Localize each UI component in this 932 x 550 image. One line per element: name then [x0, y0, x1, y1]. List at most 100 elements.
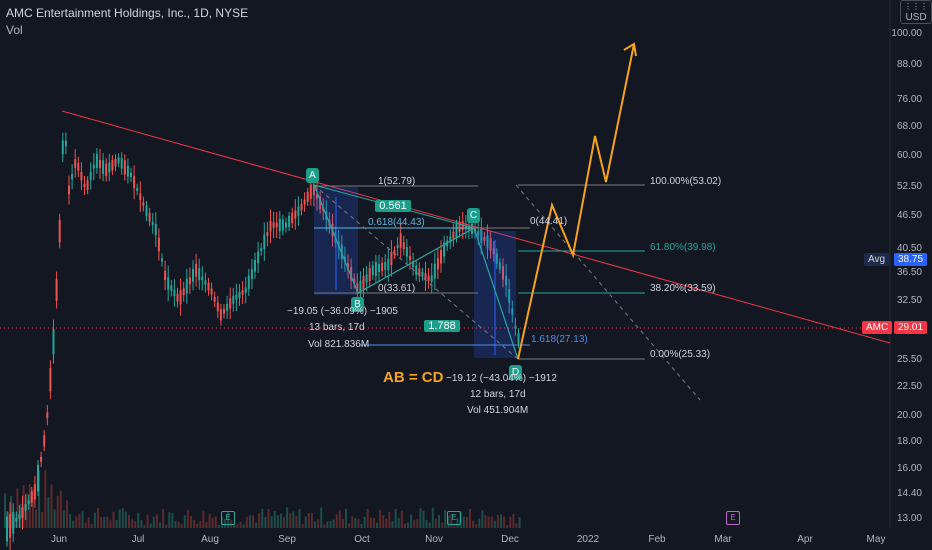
candle — [188, 277, 191, 285]
volume-bar — [103, 517, 106, 528]
volume-bar — [199, 520, 202, 528]
candle — [250, 269, 253, 280]
volume-bar — [112, 511, 115, 528]
candle — [71, 174, 74, 180]
candle — [133, 176, 136, 189]
volume-bar — [301, 524, 304, 528]
candle — [418, 268, 421, 276]
fib-100: 100.00%(53.02) — [650, 176, 722, 187]
volume-bar — [255, 522, 258, 528]
volume-bar — [428, 522, 431, 528]
candle — [204, 280, 207, 285]
volume-bar — [252, 515, 254, 528]
candle — [343, 256, 346, 262]
candle — [514, 325, 517, 329]
avg-value-badge: 38.75 — [894, 253, 928, 266]
candle — [371, 265, 374, 275]
time-tick: Jun — [50, 534, 68, 545]
volume-bar — [128, 515, 130, 528]
candle — [207, 282, 210, 291]
volume-bar — [245, 517, 248, 528]
volume-bar — [140, 520, 143, 528]
volume-bar — [314, 521, 316, 528]
candle — [247, 275, 250, 290]
volume-bar — [500, 514, 502, 528]
volume-bar — [69, 514, 72, 528]
point-c-label[interactable]: C — [467, 208, 480, 223]
candle — [257, 251, 260, 264]
volume-bar — [248, 515, 251, 528]
fib-ab-1: 1(52.79) — [378, 176, 416, 187]
symbol-badge: AMC — [862, 321, 893, 334]
volume-bar — [202, 510, 205, 528]
point-a-label[interactable]: A — [306, 168, 319, 183]
earnings-event-icon[interactable]: E — [726, 511, 740, 525]
candle — [108, 162, 111, 173]
measure-ab-bars: 13 bars, 17d — [309, 322, 365, 333]
candle — [359, 280, 362, 293]
earnings-event-icon[interactable]: E — [447, 511, 461, 525]
cd-ratio[interactable]: 1.788 — [424, 320, 460, 332]
time-tick: Dec — [501, 534, 519, 545]
price-tick: 18.00 — [896, 436, 922, 447]
time-tick: Apr — [797, 534, 813, 545]
point-b-label[interactable]: B — [351, 297, 364, 312]
candle — [173, 289, 176, 297]
volume-bar — [121, 508, 124, 528]
volume-bar — [348, 523, 351, 528]
candle — [99, 160, 101, 168]
candle — [123, 160, 126, 175]
candle — [495, 253, 498, 264]
candle — [6, 516, 8, 542]
candle — [15, 517, 18, 522]
volume-bar — [106, 516, 109, 528]
price-tick: 32.50 — [896, 295, 922, 306]
candle — [322, 206, 325, 212]
volume-bar — [100, 517, 103, 528]
abcd-pattern — [313, 184, 519, 360]
candle — [316, 193, 318, 199]
price-tick: 14.40 — [896, 488, 922, 499]
candle — [430, 275, 433, 282]
volume-bar — [487, 516, 490, 528]
fib-ab-0618: 0.618(44.43) — [368, 217, 425, 228]
volume-bar — [270, 516, 273, 528]
chart-legend: AMC Entertainment Holdings, Inc., 1D, NY… — [6, 6, 248, 37]
candle — [139, 193, 142, 200]
candle — [387, 258, 390, 271]
fib-ab-0: 0(33.61) — [378, 283, 416, 294]
volume-bar — [276, 515, 279, 528]
candle — [136, 187, 139, 192]
candle — [89, 171, 92, 180]
candle — [424, 273, 427, 280]
volume-bar — [422, 510, 425, 528]
candle — [223, 308, 225, 314]
measure-ab-vol: Vol 821.836M — [308, 339, 370, 350]
volume-bar — [19, 503, 22, 528]
candle — [161, 258, 163, 262]
volume-bar — [304, 516, 307, 528]
fib-c-1618: 1.618(27.13) — [531, 334, 588, 345]
avg-label-badge: Avg — [864, 253, 890, 266]
candle — [111, 159, 114, 171]
volume-bar — [56, 495, 59, 528]
currency-button[interactable]: ⋮⋮⋮ USD — [900, 0, 932, 24]
time-tick: Mar — [714, 534, 732, 545]
volume-bar — [391, 520, 394, 528]
candle — [464, 224, 467, 230]
projection-path — [517, 43, 635, 360]
candle — [33, 484, 36, 500]
point-d-label[interactable]: D — [509, 365, 522, 380]
candle — [365, 274, 368, 283]
volume-bar — [22, 485, 25, 528]
candle — [192, 268, 194, 282]
candle — [68, 185, 70, 195]
earnings-event-icon[interactable]: E — [221, 511, 235, 525]
price-tick: 20.00 — [896, 410, 922, 421]
volume-bar — [478, 518, 481, 528]
volume-bar — [506, 524, 509, 528]
volume-bar — [186, 509, 189, 528]
ab-ratio[interactable]: 0.561 — [375, 200, 411, 212]
candle — [37, 464, 39, 492]
